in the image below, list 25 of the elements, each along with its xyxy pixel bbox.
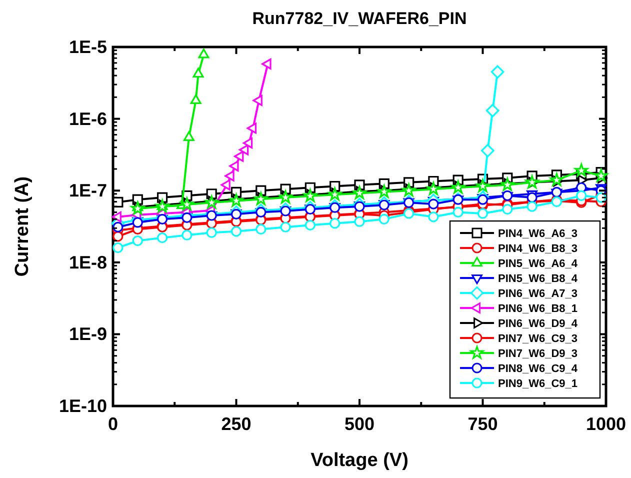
x-tick-label: 500 bbox=[344, 414, 375, 434]
x-tick-label: 0 bbox=[108, 414, 118, 434]
legend-label: PIN7_W6_D9_3 bbox=[498, 348, 578, 360]
legend-label: PIN6_W6_D9_4 bbox=[498, 318, 578, 330]
legend-label: PIN9_W6_C9_1 bbox=[498, 378, 578, 390]
y-tick-label: 1E-8 bbox=[68, 252, 107, 272]
legend-label: PIN6_W6_A7_3 bbox=[498, 288, 578, 300]
legend-label: PIN5_W6_B8_4 bbox=[498, 273, 578, 285]
y-tick-label: 1E-7 bbox=[68, 180, 107, 201]
legend-label: PIN7_W6_C9_3 bbox=[498, 333, 578, 345]
legend-label: PIN4_W6_B8_3 bbox=[498, 243, 578, 255]
legend-label: PIN4_W6_A6_3 bbox=[498, 228, 578, 240]
y-tick-label: 1E-5 bbox=[68, 37, 107, 57]
legend-label: PIN6_W6_B8_1 bbox=[498, 303, 578, 315]
y-tick-label: 1E-9 bbox=[68, 324, 107, 344]
x-tick-label: 1000 bbox=[586, 414, 626, 434]
y-tick-label: 1E-10 bbox=[58, 396, 107, 416]
legend-label: PIN8_W6_C9_4 bbox=[498, 363, 578, 375]
y-tick-label: 1E-6 bbox=[68, 108, 107, 129]
x-axis-title: Voltage (V) bbox=[310, 450, 408, 471]
x-tick-label: 750 bbox=[468, 414, 498, 434]
chart-title: Run7782_IV_WAFER6_PIN bbox=[252, 9, 467, 28]
x-tick-label: 250 bbox=[221, 414, 252, 434]
legend-label: PIN5_W6_A6_4 bbox=[498, 258, 578, 270]
y-axis-title: Current (A) bbox=[12, 176, 33, 277]
